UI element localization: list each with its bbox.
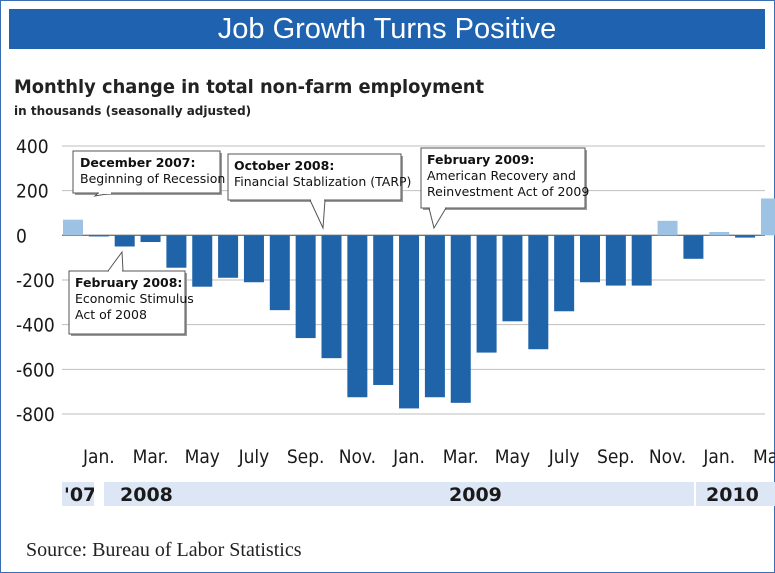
bar: [140, 235, 161, 243]
bar: [631, 235, 652, 286]
bar: [243, 235, 264, 283]
bar: [63, 219, 83, 236]
x-tick-label: Sep.: [287, 446, 325, 468]
x-tick-label: Mar.: [443, 446, 479, 468]
bar: [192, 235, 213, 287]
bar: [166, 235, 187, 268]
year-band: [62, 482, 437, 506]
x-tick-label: July: [548, 446, 580, 468]
callout-pointer: [107, 250, 124, 272]
annotation-title: December 2007:: [80, 155, 196, 170]
year-label: 2009: [449, 484, 502, 506]
year-band: [696, 482, 775, 506]
y-tick-label: -200: [16, 270, 55, 292]
chart-subtitle: in thousands (seasonally adjusted): [14, 104, 252, 118]
bar: [760, 198, 775, 236]
x-tick-label: Sep.: [597, 446, 635, 468]
bar: [347, 235, 368, 398]
bar: [735, 235, 756, 238]
x-tick-label: Nov.: [339, 446, 376, 468]
x-tick-label: Mar.: [753, 446, 775, 468]
x-tick-label: July: [238, 446, 270, 468]
bar: [657, 220, 678, 236]
x-tick-label: Jan.: [82, 446, 115, 468]
bar: [295, 235, 316, 339]
y-tick-label: -800: [16, 404, 55, 426]
callout-box: [227, 153, 402, 201]
annotation-callout: December 2007:Beginning of Recession: [72, 150, 225, 197]
year-band: [437, 482, 694, 506]
annotation-title: October 2008:: [234, 158, 334, 173]
annotation-callout: October 2008:Financial Stablization (TAR…: [227, 153, 411, 230]
x-tick-label: May: [185, 446, 220, 468]
chart-title: Monthly change in total non-farm employm…: [14, 76, 485, 98]
bar: [373, 235, 394, 385]
bar: [114, 235, 135, 247]
bar: [580, 235, 600, 283]
year-label: 2008: [120, 484, 173, 506]
annotation-text: American Recovery and: [427, 168, 576, 183]
annotation-text: Financial Stablization (TARP): [234, 174, 411, 189]
bar: [476, 235, 497, 353]
y-tick-label: 0: [16, 225, 27, 247]
bar: [321, 235, 342, 359]
x-tick-label: Jan.: [392, 446, 425, 468]
year-label: '07: [64, 484, 96, 506]
y-tick-label: 400: [16, 136, 49, 158]
bar: [218, 235, 239, 278]
callout-pointer: [309, 199, 326, 230]
annotation-title: February 2008:: [75, 275, 182, 290]
bar: [399, 235, 420, 409]
y-tick-label: -400: [16, 315, 55, 337]
annotation-text: Reinvestment Act of 2009: [427, 184, 589, 199]
y-tick-label: -600: [16, 359, 55, 381]
bar: [605, 235, 626, 286]
x-tick-label: Nov.: [649, 446, 686, 468]
bar: [88, 235, 109, 237]
bar: [528, 235, 549, 350]
annotation-callout: February 2009:American Recovery andReinv…: [420, 147, 589, 230]
bar: [683, 235, 704, 259]
bar: [269, 235, 290, 311]
bar: [554, 235, 575, 312]
banner-title: Job Growth Turns Positive: [9, 9, 765, 49]
source-note: Source: Bureau of Labor Statistics: [26, 539, 302, 561]
y-tick-label: 200: [16, 181, 49, 203]
annotation-title: February 2009:: [427, 152, 534, 167]
annotation-text: Act of 2008: [75, 307, 147, 322]
callout-box: [420, 147, 586, 209]
annotation-text: Beginning of Recession: [80, 171, 225, 186]
year-gap: [94, 482, 104, 506]
x-tick-label: Jan.: [702, 446, 735, 468]
callout-box: [68, 270, 186, 335]
bar: [424, 235, 445, 398]
annotation-text: Economic Stimulus: [75, 291, 194, 306]
bar: [709, 231, 730, 236]
callout-pointer: [428, 207, 447, 230]
callout-box: [72, 150, 221, 194]
bar: [450, 235, 471, 403]
x-tick-label: Mar.: [133, 446, 169, 468]
year-label: 2010: [706, 484, 759, 506]
bar: [502, 235, 523, 322]
x-tick-label: May: [495, 446, 530, 468]
